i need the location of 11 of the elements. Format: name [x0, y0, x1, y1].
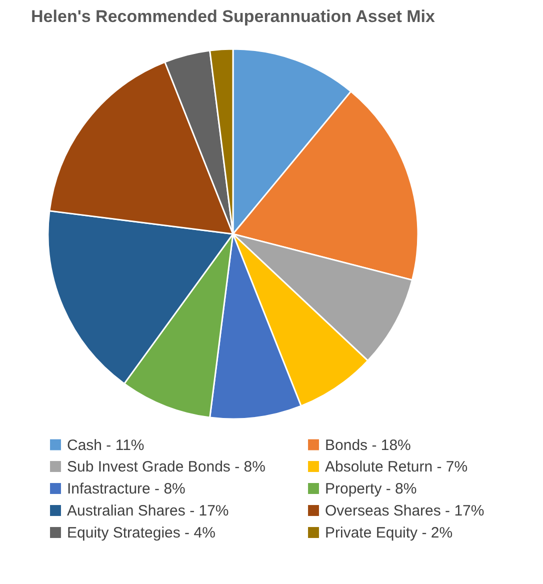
legend-label: Sub Invest Grade Bonds - 8% [67, 458, 266, 476]
legend-label: Absolute Return - 7% [325, 458, 468, 476]
legend-label: Infastracture - 8% [67, 480, 186, 498]
legend-label: Cash - 11% [67, 436, 144, 454]
legend-label: Bonds - 18% [325, 436, 411, 454]
legend-label: Overseas Shares - 17% [325, 502, 484, 520]
legend-label: Australian Shares - 17% [67, 502, 229, 520]
chart-title: Helen's Recommended Superannuation Asset Mix [31, 7, 436, 26]
legend-label: Property - 8% [325, 480, 417, 498]
legend-label: Private Equity - 2% [325, 524, 453, 542]
legend-label: Equity Strategies - 4% [67, 524, 216, 542]
